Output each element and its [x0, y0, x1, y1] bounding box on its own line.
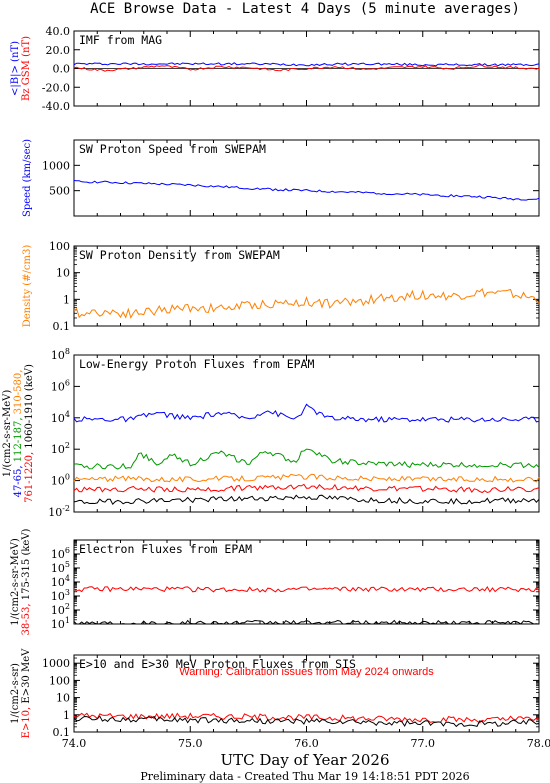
panel-2: SW Proton Speed from SWEPAM 1000 500 Speed … [22, 139, 540, 217]
panel-6: E>10 and E>30 MeV Proton Fluxes from SIS… [10, 648, 540, 739]
y-axis-label: 1/(cm2-s-sr-MeV) [10, 538, 21, 626]
y-tick-label: 1000 [42, 657, 70, 670]
panel-title: SW Proton Speed from SWEPAM [79, 142, 266, 156]
y-tick-label: 0.1 [53, 320, 71, 333]
y-axis-label: 761-1220, 1060-1910 (keV) [24, 364, 35, 503]
y-tick-label: 108 [51, 347, 70, 362]
x-tick-label: 75.0 [178, 737, 203, 750]
footer-note: Preliminary data - Created Thu Mar 19 14… [140, 770, 469, 783]
panel-title: IMF from MAG [79, 33, 162, 47]
series-line-2 [73, 64, 540, 72]
y-tick-label: 104 [51, 410, 70, 425]
y-tick-label: 106 [51, 546, 70, 561]
y-axis-label: Speed (km/sec) [22, 139, 33, 217]
series-line-1 [73, 180, 540, 201]
y-tick-label: -20.0 [42, 81, 70, 94]
x-tick-label: 76.0 [294, 737, 319, 750]
series-line-1 [73, 62, 540, 67]
y-tick-label: -40.0 [42, 100, 70, 113]
y-axis-label: Bz GSM (nT) [21, 36, 32, 101]
y-tick-label: 106 [51, 378, 70, 393]
y-tick-label: 100 [49, 674, 70, 687]
y-axis-label: E>10, E>30 MeV [21, 648, 32, 739]
y-tick-label: 105 [51, 560, 70, 575]
y-axis-label: 38-53, 175-315 (keV) [21, 528, 32, 635]
page-title: ACE Browse Data - Latest 4 Days (5 minut… [90, 1, 520, 17]
y-tick-label: 1 [63, 709, 70, 722]
series-line-2 [73, 715, 540, 728]
panel-title: Electron Fluxes from EPAM [79, 542, 252, 556]
series-line-4 [73, 483, 540, 494]
y-tick-label: 101 [51, 616, 70, 631]
series-line-2 [73, 619, 540, 625]
y-tick-label: 40.0 [46, 25, 71, 38]
panel-5: Electron Fluxes from EPAM 106105104103102… [10, 528, 540, 635]
y-axis-label: 1/(cm2-s-sr-MeV) [2, 390, 13, 478]
y-tick-label: 1000 [42, 159, 70, 172]
series-line-1 [73, 712, 540, 724]
y-tick-label: 500 [49, 185, 70, 198]
y-tick-label: 100 [51, 473, 70, 488]
y-tick-label: 0.0 [53, 63, 71, 76]
calibration-warning: Warning: Calibration issues from May 202… [179, 666, 434, 678]
panel-title: SW Proton Density from SWEPAM [79, 248, 280, 262]
y-tick-label: 20.0 [46, 44, 71, 57]
y-axis-label: <|B|> (nT) [10, 41, 21, 96]
y-axis-label: 1/(cm2-s-sr) [10, 663, 21, 724]
y-tick-label: 100 [49, 240, 70, 253]
series-line-3 [73, 473, 540, 483]
y-tick-label: 104 [51, 574, 70, 589]
y-tick-label: 1 [63, 293, 70, 306]
x-tick-label: 78.0 [527, 737, 550, 750]
panel-3: SW Proton Density from SWEPAM 100 10 1 0.1 De… [22, 240, 540, 333]
series-line-5 [73, 494, 540, 506]
panel-1: IMF from MAG 40.0 20.0 0.0 -20.0 -40.0 <|B|> (… [10, 25, 540, 113]
y-tick-label: 102 [51, 602, 70, 617]
series-line-1 [73, 287, 540, 319]
panel-title: Low-Energy Proton Fluxes from EPAM [79, 357, 314, 371]
y-tick-label: 10 [56, 267, 70, 280]
series-line-1 [73, 585, 540, 593]
y-tick-label: 0.1 [53, 726, 71, 739]
y-tick-label: 10 [56, 692, 70, 705]
y-axis-label: 47-65, 112-187, 310-580, [13, 370, 24, 498]
panel-title: E>10 and E>30 MeV Proton Fluxes from SIS [79, 657, 356, 671]
y-tick-label: 103 [51, 588, 70, 603]
series-line-2 [73, 448, 540, 470]
panel-4: Low-Energy Proton Fluxes from EPAM 108 106… [2, 347, 540, 519]
y-tick-label: 10-2 [48, 504, 70, 519]
series-line-1 [73, 403, 540, 423]
x-tick-label: 77.0 [411, 737, 436, 750]
y-tick-label: 102 [51, 441, 70, 456]
y-axis-label: Density (#/cm3) [22, 245, 33, 328]
x-tick-label: 74.0 [62, 737, 87, 750]
x-axis-label: UTC Day of Year 2026 [221, 751, 390, 769]
